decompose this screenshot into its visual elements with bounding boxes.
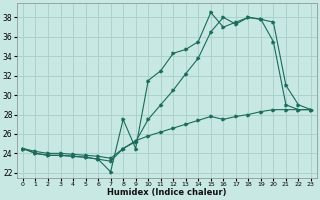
X-axis label: Humidex (Indice chaleur): Humidex (Indice chaleur) xyxy=(107,188,227,197)
